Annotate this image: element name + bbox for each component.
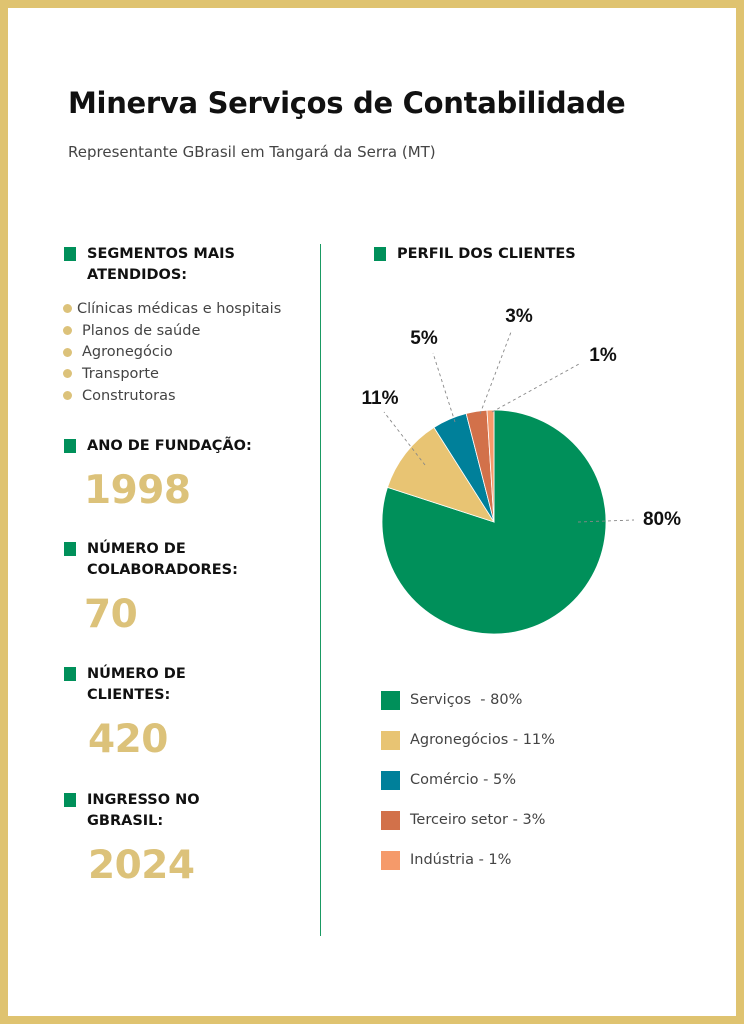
clients-title-line1: NÚMERO DE — [87, 666, 186, 682]
bullet-dot-icon — [63, 369, 72, 379]
segments-title-line2: ATENDIDOS: — [87, 267, 188, 283]
legend-item: Indústria - 1% — [381, 840, 555, 880]
profile-heading: PERFIL DOS CLIENTES — [374, 244, 657, 265]
green-square-icon — [374, 247, 386, 261]
data-label: 1% — [589, 345, 617, 366]
chart-legend: Serviços - 80% Agronegócios - 11% Comércio… — [381, 680, 555, 880]
list-item: Agronegócio — [63, 341, 281, 363]
joined-title-line2: GBRASIL: — [87, 813, 164, 829]
bullet-dot-icon — [63, 347, 72, 357]
clients-title-line2: CLIENTES: — [87, 687, 171, 703]
foundation-heading: ANO DE FUNDAÇÃO: — [64, 436, 287, 457]
page-title: Minerva Serviços de Contabilidade — [68, 86, 626, 120]
green-square-icon — [64, 793, 76, 807]
data-label: 5% — [410, 328, 438, 349]
segments-title: SEGMENTOS MAIS ATENDIDOS: — [87, 244, 287, 286]
segments-list: Clínicas médicas e hospitais Planos de s… — [63, 298, 281, 406]
legend-swatch — [381, 730, 400, 750]
joined-year: 2024 — [88, 843, 195, 888]
data-label: 11% — [362, 388, 399, 409]
list-item: Clínicas médicas e hospitais — [63, 298, 281, 320]
leader-line — [432, 352, 456, 423]
legend-item: Serviços - 80% — [381, 680, 555, 720]
clients-heading: NÚMERO DE CLIENTES: — [64, 664, 287, 706]
legend-item: Terceiro setor - 3% — [381, 800, 555, 840]
segments-heading: SEGMENTOS MAIS ATENDIDOS: — [64, 244, 287, 286]
legend-label: Comércio - 5% — [410, 772, 517, 788]
profile-title: PERFIL DOS CLIENTES — [397, 246, 576, 262]
bullet-dot-icon — [63, 326, 72, 336]
legend-label: Terceiro setor - 3% — [410, 812, 546, 828]
legend-label: Serviços - 80% — [410, 692, 523, 708]
foundation-title: ANO DE FUNDAÇÃO: — [87, 438, 252, 454]
legend-label: Indústria - 1% — [410, 852, 512, 868]
clients-title: NÚMERO DE CLIENTES: — [87, 664, 287, 706]
page-subtitle: Representante GBrasil em Tangará da Serr… — [68, 143, 436, 161]
green-square-icon — [64, 439, 76, 453]
employees-title: NÚMERO DE COLABORADORES: — [87, 539, 287, 581]
data-label: 3% — [505, 306, 533, 327]
green-square-icon — [64, 542, 76, 556]
leader-line — [479, 331, 512, 415]
pie-slice-ind-stria — [486, 409, 495, 523]
bullet-dot-icon — [63, 304, 72, 314]
legend-swatch — [381, 850, 400, 870]
pie-slice-agroneg-cios — [386, 426, 495, 523]
data-label: 80% — [643, 509, 681, 530]
clients-count: 420 — [88, 717, 168, 762]
leader-line — [491, 363, 580, 413]
green-square-icon — [64, 667, 76, 681]
legend-swatch — [381, 690, 400, 710]
foundation-year: 1998 — [84, 468, 191, 513]
segments-title-line1: SEGMENTOS MAIS — [87, 246, 235, 262]
joined-title-line1: INGRESSO NO — [87, 792, 200, 808]
legend-label: Agronegócios - 11% — [410, 732, 555, 748]
employees-heading: NÚMERO DE COLABORADORES: — [64, 539, 287, 581]
joined-title: INGRESSO NO GBRASIL: — [87, 790, 287, 832]
legend-swatch — [381, 770, 400, 790]
legend-swatch — [381, 810, 400, 830]
employees-title-line2: COLABORADORES: — [87, 562, 238, 578]
list-item: Transporte — [63, 363, 281, 385]
list-item: Construtoras — [63, 385, 281, 407]
column-divider — [320, 244, 321, 936]
employees-title-line1: NÚMERO DE — [87, 541, 186, 557]
joined-heading: INGRESSO NO GBRASIL: — [64, 790, 287, 832]
list-item: Planos de saúde — [63, 320, 281, 342]
bullet-dot-icon — [63, 391, 72, 401]
employees-count: 70 — [84, 592, 138, 637]
legend-item: Comércio - 5% — [381, 760, 555, 800]
legend-item: Agronegócios - 11% — [381, 720, 555, 760]
leader-line — [383, 411, 426, 466]
green-square-icon — [64, 247, 76, 261]
